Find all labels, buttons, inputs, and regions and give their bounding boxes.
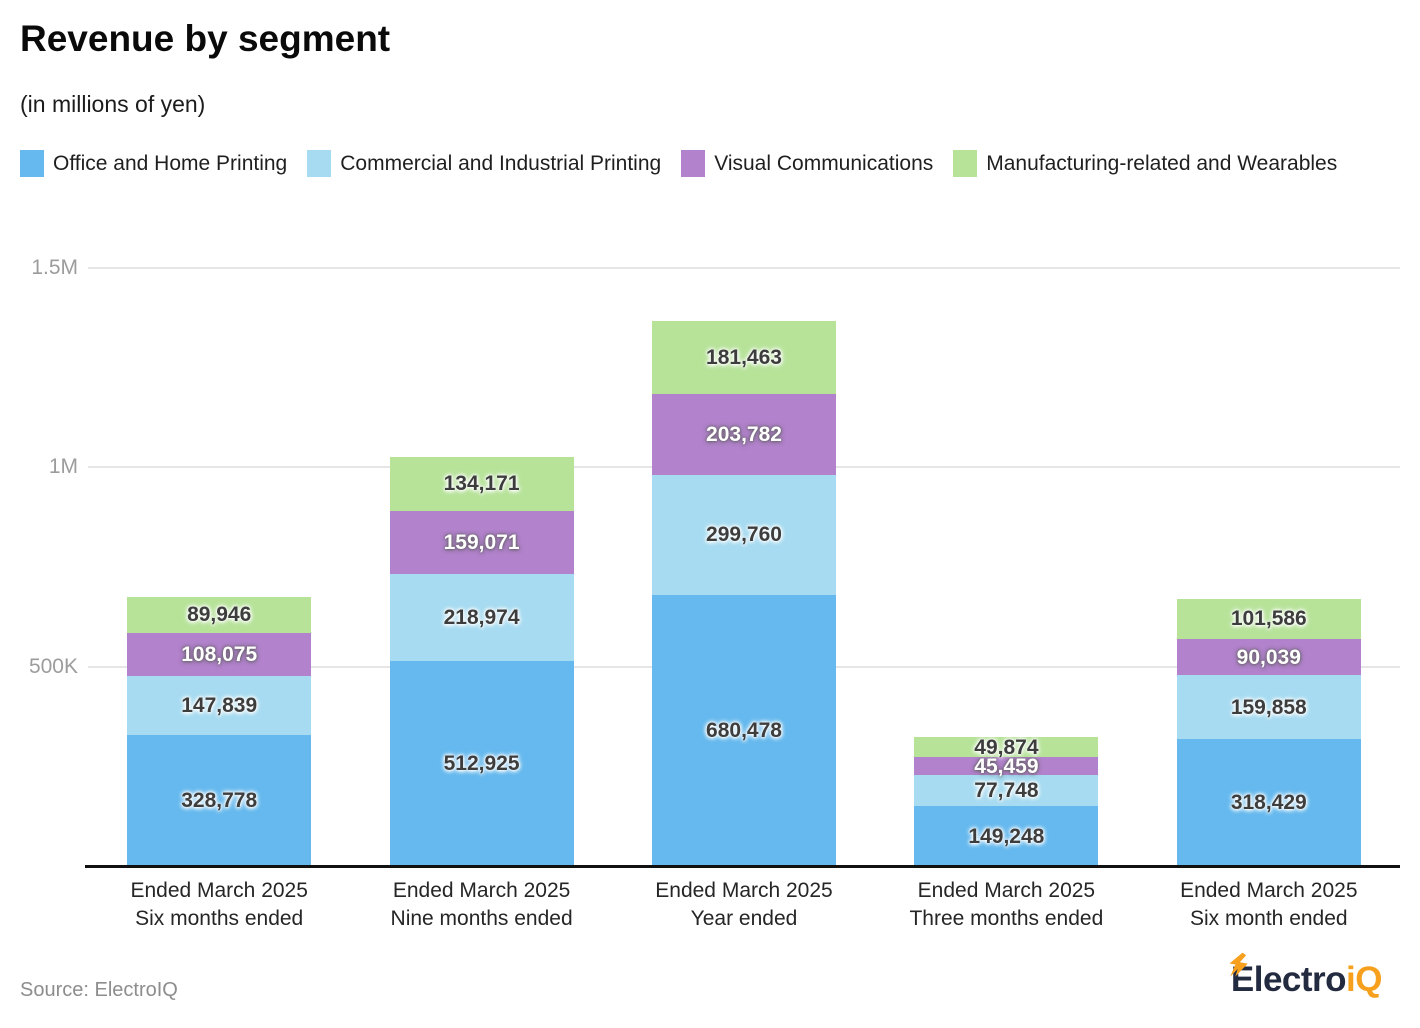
bar-segment: 203,782 — [652, 393, 836, 475]
bar-segment: 299,760 — [652, 474, 836, 595]
legend-item: Manufacturing-related and Wearables — [953, 150, 1338, 177]
x-axis-label-line1: Ended March 2025 — [392, 879, 571, 902]
bar-segment-label: 159,071 — [443, 530, 520, 554]
bar-segment-label: 218,974 — [443, 606, 520, 630]
bar-group: 328,778 147,839 108,075 89,946 — [127, 0, 312, 866]
legend-label: Manufacturing-related and Wearables — [986, 152, 1338, 175]
legend: Office and Home Printing Commercial and I… — [20, 145, 1392, 183]
bar-segment-label: 90,039 — [1236, 645, 1301, 669]
bar-segment: 101,586 — [1176, 598, 1361, 640]
x-axis-label-line2: Year ended — [690, 907, 798, 930]
logo-text-electro: Electro — [1230, 960, 1347, 999]
bar-segment-label: 299,760 — [706, 523, 782, 547]
bar-segment: 318,429 — [1176, 738, 1361, 866]
legend-swatch-icon — [20, 150, 44, 177]
bar-segment: 680,478 — [652, 594, 836, 866]
bar-group: 318,429 159,858 90,039 101,586 — [1176, 0, 1361, 866]
bar-segment-label: 108,075 — [181, 642, 258, 666]
legend-swatch-icon — [681, 150, 706, 177]
bar-segment: 218,974 — [389, 573, 574, 662]
legend-item: Visual Communications — [681, 150, 934, 177]
legend-label: Visual Communications — [714, 152, 934, 175]
bar-segment-label: 149,248 — [968, 824, 1045, 848]
legend-label: Commercial and Industrial Printing — [340, 152, 662, 175]
x-axis-line — [85, 865, 1400, 868]
bar-group: 149,248 77,748 45,459 49,874 — [914, 0, 1099, 866]
bar-segment-label: 203,782 — [706, 422, 782, 446]
logo-text-iq: iQ — [1346, 960, 1382, 999]
y-axis-tick-label: 500K — [28, 654, 78, 678]
bar-segment: 49,874 — [914, 735, 1099, 759]
source-note: Source: ElectroIQ — [20, 979, 178, 1001]
bar-segment-label: 328,778 — [181, 788, 258, 812]
bar-segment-label: 147,839 — [181, 693, 258, 717]
x-axis-label: Ended March 2025 Six months ended — [88, 877, 350, 933]
bar-segment: 89,946 — [127, 596, 312, 633]
bar-segment: 45,459 — [914, 754, 1099, 778]
legend-item: Commercial and Industrial Printing — [307, 150, 662, 177]
bar-segment-label: 512,925 — [443, 752, 520, 776]
bar-segment: 159,858 — [1176, 675, 1361, 739]
bar-segment-label: 159,858 — [1230, 695, 1307, 719]
y-axis-tick-label: 1M — [48, 455, 78, 478]
bar-segment-label: 89,946 — [187, 603, 252, 627]
bar-segment: 159,071 — [389, 510, 574, 574]
bar-segment-label: 49,874 — [974, 735, 1039, 759]
x-axis-label: Ended March 2025 Three months ended — [875, 877, 1137, 933]
y-axis-tick-label: 1.5M — [31, 255, 78, 279]
gridline — [88, 266, 1400, 269]
logo-bolt-icon — [1225, 946, 1252, 989]
bar-segment: 108,075 — [127, 632, 312, 676]
x-axis-label-line2: Three months ended — [909, 907, 1104, 930]
x-axis-label-line1: Ended March 2025 — [655, 879, 833, 902]
legend-swatch-icon — [953, 150, 978, 177]
bar-segment-label: 318,429 — [1230, 790, 1307, 814]
bar-segment-label: 181,463 — [706, 345, 782, 369]
bar-segment-label: 77,748 — [974, 779, 1039, 803]
bar-group: 512,925 218,974 159,071 134,171 — [389, 0, 574, 866]
x-axis-label: Ended March 2025 Nine months ended — [351, 877, 613, 933]
x-axis-label-line2: Six months ended — [135, 907, 304, 930]
legend-swatch-icon — [307, 150, 332, 177]
x-axis-label-line2: Six month ended — [1189, 907, 1348, 930]
bar-segment-label: 134,171 — [443, 472, 520, 496]
x-axis-label-line1: Ended March 2025 — [130, 879, 308, 902]
bar-group: 680,478 299,760 203,782 181,463 — [652, 0, 836, 866]
bar-segment: 149,248 — [914, 806, 1099, 866]
x-axis-label: Ended March 2025 Six month ended — [1138, 877, 1400, 933]
bar-segment: 147,839 — [127, 675, 312, 735]
bar-segment: 181,463 — [652, 321, 836, 394]
legend-label: Office and Home Printing — [53, 152, 288, 175]
page-title: Revenue by segment — [20, 18, 391, 59]
x-axis-label-line1: Ended March 2025 — [1180, 879, 1358, 902]
bar-segment-label: 45,459 — [974, 754, 1039, 778]
x-axis-label: Ended March 2025 Year ended — [613, 877, 875, 933]
x-axis-label-line2: Nine months ended — [390, 907, 573, 930]
bar-segment: 134,171 — [389, 456, 574, 511]
bar-segment: 512,925 — [389, 661, 574, 866]
x-axis-label-line1: Ended March 2025 — [917, 879, 1096, 902]
bar-segment: 90,039 — [1176, 639, 1361, 676]
legend-item: Office and Home Printing — [20, 150, 288, 177]
bar-segment: 77,748 — [914, 775, 1099, 807]
logo: ElectroiQ — [1229, 952, 1382, 1000]
chart-subtitle: (in millions of yen) — [20, 91, 206, 117]
bar-segment-label: 680,478 — [706, 718, 782, 742]
bar-segment: 328,778 — [127, 734, 312, 866]
bar-segment-label: 101,586 — [1230, 607, 1307, 631]
